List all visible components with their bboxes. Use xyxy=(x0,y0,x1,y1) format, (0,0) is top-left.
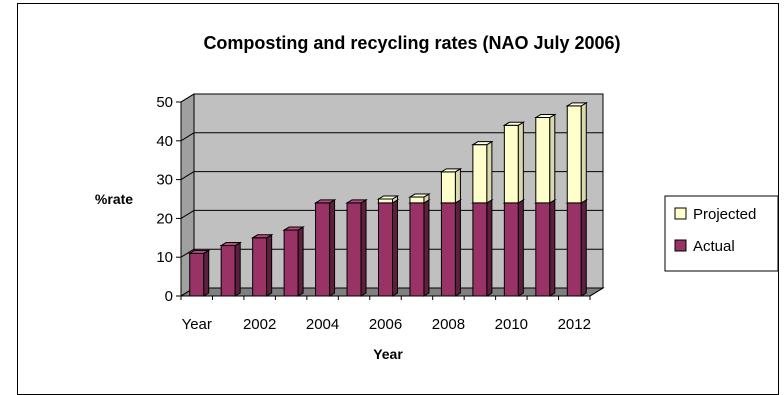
bar-top-actual-2001 xyxy=(219,242,242,247)
x-tick-label: 2010 xyxy=(495,316,528,333)
bar-side-actual-2009 xyxy=(486,198,493,297)
legend-swatch-projected xyxy=(674,207,687,220)
bar-actual-2002 xyxy=(252,237,268,297)
bar-actual-2000 xyxy=(189,252,205,297)
bar-group-2000 xyxy=(187,249,211,297)
y-tick-label: 0 xyxy=(165,288,173,305)
gridline-side xyxy=(180,93,195,103)
bar-side-projected-2011 xyxy=(549,113,556,204)
bar-side-projected-2010 xyxy=(517,121,524,204)
bar-actual-2004 xyxy=(315,202,331,297)
y-tick-label: 40 xyxy=(156,133,173,150)
bar-side-projected-2009 xyxy=(486,140,493,204)
bar-side-actual-2007 xyxy=(423,198,430,297)
bar-group-2011 xyxy=(534,113,557,297)
gridline-side xyxy=(180,248,195,258)
legend-swatch-actual xyxy=(674,239,687,252)
x-axis-title: Year xyxy=(373,346,403,362)
y-axis-title: %rate xyxy=(95,191,133,207)
y-tick-label: 10 xyxy=(156,249,173,266)
bar-group-2006 xyxy=(376,195,400,297)
bar-group-2009 xyxy=(471,140,494,297)
y-tick-label: 30 xyxy=(156,172,173,189)
bar-group-2001 xyxy=(219,241,242,297)
bar-side-actual-2012 xyxy=(580,198,587,297)
x-tick-label: 2004 xyxy=(306,316,339,333)
x-tick-label: 2002 xyxy=(243,316,276,333)
gridline-side xyxy=(180,171,195,181)
bar-top-actual-2000 xyxy=(187,249,211,254)
bar-projected-2010 xyxy=(503,124,519,204)
x-axis: Year 2002 2004 2006 2008 2010 2012 xyxy=(180,287,604,333)
bar-group-2012 xyxy=(565,101,589,297)
bar-top-actual-2003 xyxy=(282,226,305,231)
bar-group-2008 xyxy=(439,167,463,297)
bar-side-actual-2011 xyxy=(549,198,556,297)
x-tick-label: Year xyxy=(182,316,212,333)
bar-projected-2012 xyxy=(566,105,582,204)
gridline-side xyxy=(180,209,195,219)
bar-actual-2010 xyxy=(503,202,519,297)
bar-side-projected-2008 xyxy=(454,167,461,204)
x-axis-depth-line xyxy=(589,287,604,297)
bar-actual-2009 xyxy=(472,202,488,297)
bar-side-actual-2010 xyxy=(517,198,524,297)
bar-side-projected-2012 xyxy=(580,101,587,204)
bar-group-2004 xyxy=(313,198,337,297)
bar-side-actual-2002 xyxy=(266,233,273,297)
bar-top-projected-2008 xyxy=(439,168,463,173)
bar-group-2002 xyxy=(250,233,274,297)
bar-top-actual-2005 xyxy=(345,199,368,204)
bar-top-projected-2012 xyxy=(565,102,589,107)
bar-projected-2006 xyxy=(378,198,393,204)
bar-top-projected-2010 xyxy=(502,121,526,126)
bar-group-2005 xyxy=(345,198,368,297)
chart-title: Composting and recycling rates (NAO July… xyxy=(203,33,620,53)
legend-label-actual: Actual xyxy=(693,238,735,255)
bars xyxy=(187,101,589,297)
bar-side-actual-2001 xyxy=(234,241,241,297)
bar-actual-2003 xyxy=(283,229,299,297)
bar-top-actual-2002 xyxy=(250,234,274,239)
x-tick-label: 2006 xyxy=(369,316,402,333)
bar-top-projected-2007 xyxy=(408,193,431,198)
y-tick-label: 50 xyxy=(156,94,173,111)
bar-group-2007 xyxy=(408,193,431,297)
bar-actual-2012 xyxy=(566,202,582,297)
bar-side-actual-2003 xyxy=(297,226,304,297)
bar-projected-2009 xyxy=(472,144,488,204)
bar-actual-2005 xyxy=(346,202,362,297)
bar-side-actual-2000 xyxy=(203,249,210,297)
bar-projected-2008 xyxy=(440,171,456,204)
bar-actual-2008 xyxy=(440,202,456,297)
bar-top-projected-2011 xyxy=(534,114,557,119)
bar-group-2003 xyxy=(282,226,305,297)
bar-actual-2001 xyxy=(220,245,236,297)
bar-group-2010 xyxy=(502,121,526,297)
bar-actual-2007 xyxy=(409,202,425,297)
x-tick-label: 2008 xyxy=(432,316,465,333)
bar-side-actual-2005 xyxy=(360,198,367,297)
legend: Projected Actual xyxy=(664,195,779,272)
legend-label-projected: Projected xyxy=(693,206,756,223)
x-tick-label: 2012 xyxy=(558,316,591,333)
bar-side-actual-2008 xyxy=(454,198,461,297)
bar-top-projected-2006 xyxy=(376,195,400,200)
bar-projected-2011 xyxy=(535,117,551,204)
bar-side-actual-2006 xyxy=(392,198,398,297)
y-tick-label: 20 xyxy=(156,210,173,227)
bar-actual-2011 xyxy=(535,202,551,297)
y-axis: 0 10 20 30 40 50 xyxy=(156,94,182,305)
gridline-side xyxy=(180,132,195,142)
bar-side-actual-2004 xyxy=(329,198,336,297)
bar-actual-2006 xyxy=(378,202,393,297)
bar-projected-2007 xyxy=(409,196,425,204)
bar-top-projected-2009 xyxy=(471,141,494,146)
bar-top-actual-2004 xyxy=(313,199,337,204)
